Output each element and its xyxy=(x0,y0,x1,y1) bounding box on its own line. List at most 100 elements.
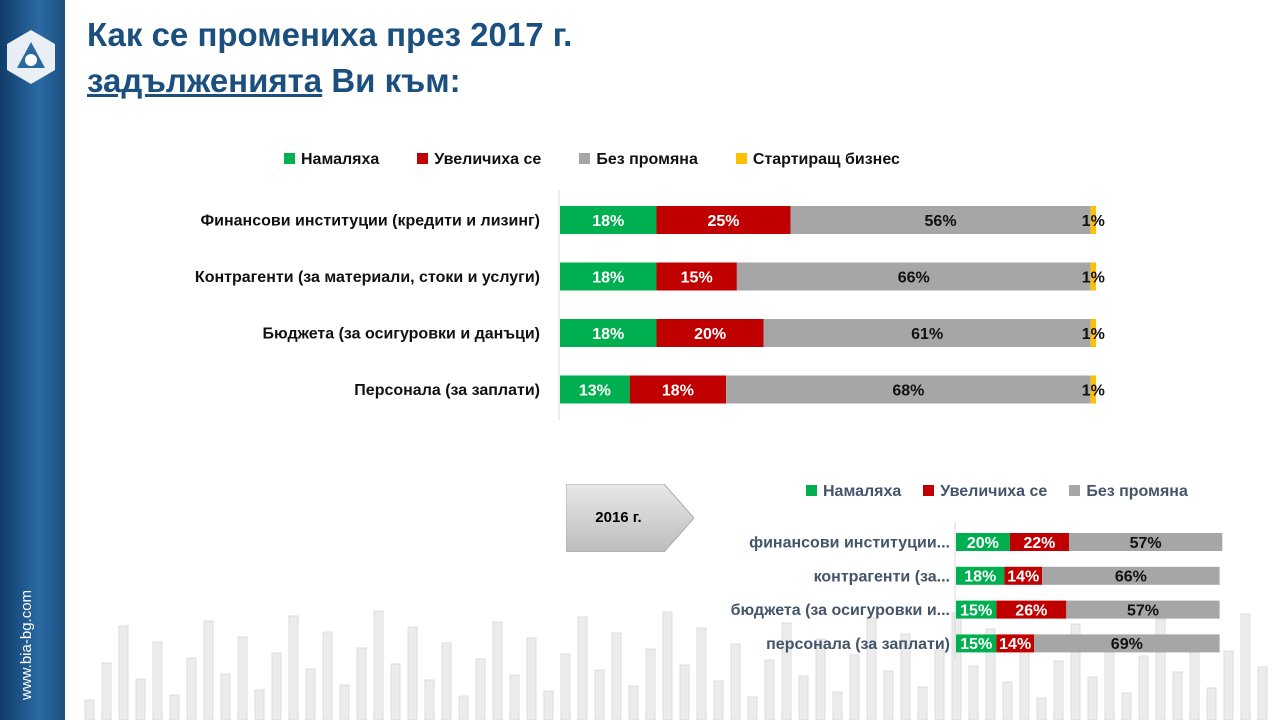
sidebar: www.bia-bg.com xyxy=(0,0,65,720)
decorative-bar xyxy=(526,637,537,720)
decorative-bar xyxy=(1223,650,1234,720)
decorative-bar xyxy=(900,633,911,720)
category-label: Контрагенти (за материали, стоки и услуг… xyxy=(195,269,540,286)
bar-segment xyxy=(956,600,997,619)
data-label: 20% xyxy=(694,326,726,343)
data-label: 20% xyxy=(967,535,999,552)
decorative-bar xyxy=(101,662,112,720)
decorative-bar xyxy=(458,695,469,720)
decorative-bar xyxy=(985,628,996,720)
data-label: 68% xyxy=(892,382,924,399)
legend-label: Намаляха xyxy=(301,151,380,168)
category-label: Персонала (за заплати) xyxy=(354,382,540,399)
decorative-bar xyxy=(645,648,656,720)
legend-item: Увеличиха се xyxy=(417,151,541,169)
decorative-bar xyxy=(883,670,894,720)
bar-segment xyxy=(560,206,657,234)
data-label: 1% xyxy=(1082,269,1105,286)
decorative-bar xyxy=(203,620,214,720)
year-badge: 2016 г. xyxy=(595,509,642,526)
decorative-bar xyxy=(220,673,231,720)
data-label: 18% xyxy=(592,213,624,230)
title-underlined: задълженията xyxy=(87,62,323,99)
decorative-bar xyxy=(730,643,741,720)
decorative-bar xyxy=(832,691,843,720)
legend-swatch xyxy=(579,153,591,164)
data-label: 18% xyxy=(592,326,624,343)
decorative-bar xyxy=(628,685,639,720)
data-label: 15% xyxy=(960,602,992,619)
legend-swatch xyxy=(1069,485,1081,496)
decorative-bar xyxy=(560,653,571,720)
bar-segment xyxy=(956,566,1005,585)
decorative-bar xyxy=(390,663,401,720)
bar-segment xyxy=(1090,262,1096,291)
decorative-bar xyxy=(305,668,316,720)
decorative-bar xyxy=(713,680,724,720)
decorative-bar xyxy=(662,611,673,720)
bar-segment xyxy=(1004,566,1043,585)
decorative-bar xyxy=(1172,671,1183,720)
data-label: 61% xyxy=(911,326,943,343)
decorative-bar xyxy=(1002,681,1013,720)
data-label: 15% xyxy=(681,269,713,286)
bar-segment xyxy=(1042,566,1220,585)
data-label: 56% xyxy=(925,213,957,230)
decorative-bar xyxy=(339,684,350,720)
decorative-bar xyxy=(424,679,435,720)
decorative-bar xyxy=(135,678,146,720)
decorative-bar xyxy=(1070,623,1081,720)
data-label: 66% xyxy=(898,269,930,286)
legend-item: Намаляха xyxy=(284,151,379,169)
decorative-bar xyxy=(917,686,928,720)
legend-label: Без промяна xyxy=(1086,483,1188,500)
data-label: 25% xyxy=(707,213,739,230)
decorative-bar xyxy=(407,626,418,720)
decorative-bar xyxy=(1155,618,1166,720)
decorative-bar xyxy=(169,694,180,720)
bar-segment xyxy=(763,319,1091,347)
bar-segment xyxy=(1034,634,1220,653)
decorative-bar xyxy=(1138,655,1149,720)
legend-label: Стартиращ бизнес xyxy=(752,151,900,168)
data-label: 14% xyxy=(1007,569,1039,586)
bar-segment xyxy=(656,319,764,347)
data-label: 18% xyxy=(964,569,996,586)
decorative-bar xyxy=(968,665,979,720)
decorative-bar xyxy=(356,647,367,720)
decorative-bar xyxy=(475,658,486,720)
decorative-bar xyxy=(1257,666,1268,720)
legend-item: Увеличиха се xyxy=(923,483,1047,501)
category-label: персонала (за заплати) xyxy=(766,636,950,653)
category-label: Финансови институции (кредити и лизинг) xyxy=(200,213,540,230)
bar-segment xyxy=(996,600,1067,619)
data-label: 15% xyxy=(960,636,992,653)
decorative-bar xyxy=(1240,613,1251,720)
legend-swatch xyxy=(806,485,817,496)
bar-segment xyxy=(560,319,657,347)
decorative-bar xyxy=(1036,697,1047,720)
data-label: 1% xyxy=(1082,382,1105,399)
title-rest: Ви към: xyxy=(322,62,461,99)
legend-swatch xyxy=(923,485,935,496)
decorative-bar xyxy=(611,632,622,720)
data-label: 1% xyxy=(1082,326,1105,343)
data-label: 14% xyxy=(999,636,1031,653)
decorative-bar xyxy=(781,622,792,720)
decorative-bar xyxy=(543,690,554,720)
bar-segment xyxy=(1090,206,1096,234)
decorative-bar xyxy=(509,674,520,720)
bar-segment xyxy=(656,262,737,291)
data-label: 1% xyxy=(1082,213,1105,230)
bia-logo-icon xyxy=(7,30,55,84)
data-label: 22% xyxy=(1023,535,1055,552)
bar-segment xyxy=(629,375,727,404)
decorative-bar xyxy=(866,617,877,720)
decorative-bar xyxy=(152,641,163,720)
decorative-bar xyxy=(441,642,452,720)
decorative-bar xyxy=(594,669,605,720)
decorative-bar xyxy=(849,654,860,720)
decorative-bar xyxy=(934,649,945,720)
